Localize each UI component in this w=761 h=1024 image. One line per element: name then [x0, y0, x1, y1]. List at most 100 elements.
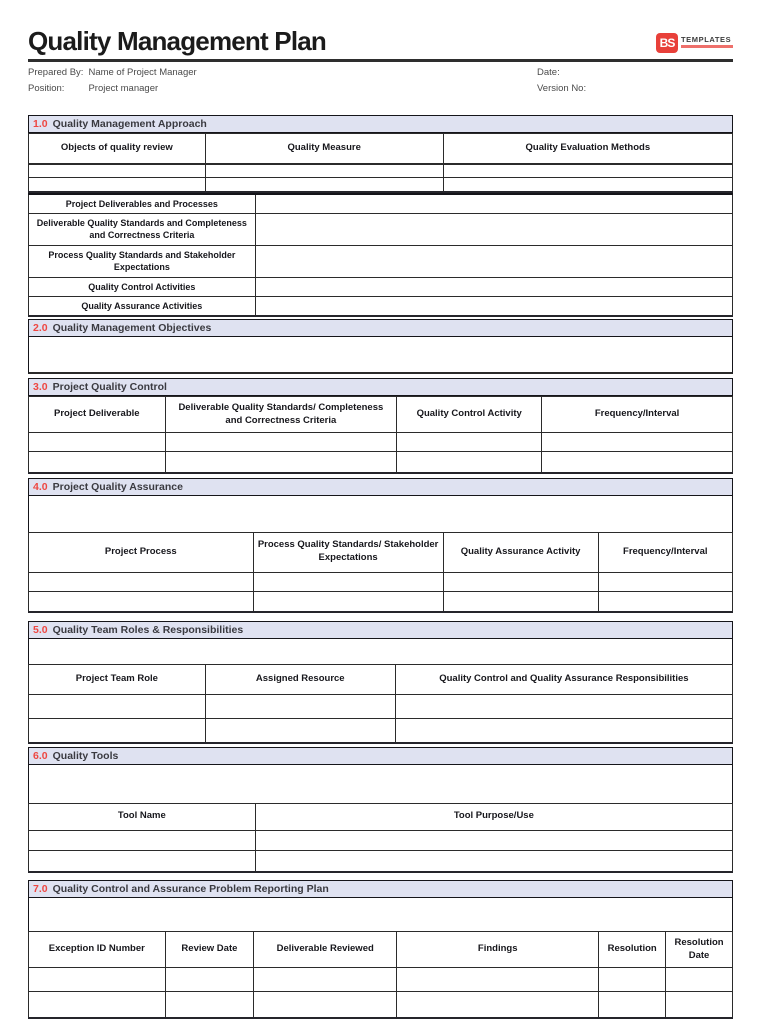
empty-cell[interactable]: [204, 694, 396, 720]
row-label: Quality Assurance Activities: [28, 296, 256, 317]
column-header: Deliverable Quality Standards/ Completen…: [164, 396, 398, 434]
row-label: Quality Control Activities: [28, 276, 256, 298]
date-label: Date:: [537, 67, 560, 79]
empty-cell[interactable]: [442, 163, 734, 179]
section-title: Quality Team Roles & Responsibilities: [52, 624, 244, 637]
objectives-notes-area[interactable]: [28, 337, 733, 375]
empty-cell[interactable]: [394, 694, 734, 720]
empty-cell[interactable]: [253, 967, 398, 993]
empty-cell[interactable]: [597, 571, 734, 592]
empty-cell[interactable]: [541, 432, 733, 453]
empty-cell[interactable]: [204, 718, 396, 744]
empty-cell[interactable]: [254, 244, 734, 278]
empty-cell[interactable]: [396, 432, 543, 453]
table-row: [28, 967, 733, 993]
section-header-quality-team-roles: 5.0 Quality Team Roles & Responsibilitie…: [28, 621, 733, 640]
empty-cell[interactable]: [28, 590, 254, 613]
empty-cell[interactable]: [253, 991, 398, 1019]
empty-cell[interactable]: [28, 991, 166, 1019]
empty-cell[interactable]: [394, 718, 734, 744]
team-roles-notes-area[interactable]: [28, 639, 733, 665]
column-header: Quality Measure: [204, 133, 444, 165]
column-header: Process Quality Standards/ Stakeholder E…: [252, 531, 444, 573]
empty-cell[interactable]: [164, 967, 255, 993]
empty-cell[interactable]: [254, 849, 734, 873]
logo-tagline-strip: [681, 45, 733, 49]
prepared-by-value: Name of Project Manager: [88, 67, 197, 79]
empty-cell[interactable]: [598, 991, 667, 1019]
empty-cell[interactable]: [28, 451, 166, 474]
section-number: 7.0: [33, 883, 48, 896]
empty-cell[interactable]: [396, 991, 600, 1019]
page-title: Quality Management Plan: [28, 26, 327, 56]
quality-approach-detail-table: Project Deliverables and Processes Deliv…: [28, 192, 734, 318]
section-number: 4.0: [33, 480, 48, 493]
empty-cell[interactable]: [442, 571, 599, 592]
empty-cell[interactable]: [28, 849, 256, 873]
meta-left-column: Prepared By: Name of Project Manager Posi…: [28, 67, 537, 99]
position-row: Position: Project manager: [28, 83, 537, 94]
table-header-row: Tool Name Tool Purpose/Use: [28, 802, 734, 831]
empty-cell[interactable]: [252, 571, 444, 592]
empty-cell[interactable]: [665, 991, 733, 1019]
empty-cell[interactable]: [597, 590, 734, 613]
empty-cell[interactable]: [396, 451, 543, 474]
table-row: [28, 718, 734, 744]
quality-assurance-table: Project Process Process Quality Standard…: [28, 531, 734, 614]
empty-cell[interactable]: [254, 296, 734, 317]
team-roles-table: Project Team Role Assigned Resource Qual…: [28, 664, 734, 744]
section-title: Quality Management Approach: [52, 118, 207, 131]
empty-cell[interactable]: [164, 991, 255, 1019]
quality-tools-notes-area[interactable]: [28, 764, 733, 803]
column-header: Findings: [396, 931, 600, 969]
empty-cell[interactable]: [254, 276, 734, 298]
table-row: [28, 432, 733, 453]
empty-cell[interactable]: [598, 967, 667, 993]
document-meta: Prepared By: Name of Project Manager Posi…: [28, 67, 733, 99]
empty-cell[interactable]: [28, 177, 206, 193]
empty-cell[interactable]: [442, 177, 734, 193]
empty-cell[interactable]: [28, 718, 206, 744]
empty-cell[interactable]: [28, 571, 254, 592]
empty-cell[interactable]: [665, 967, 733, 993]
empty-cell[interactable]: [396, 967, 600, 993]
table-header-row: Project Team Role Assigned Resource Qual…: [28, 664, 734, 696]
assurance-notes-area[interactable]: [28, 495, 733, 532]
empty-cell[interactable]: [254, 193, 734, 214]
section-header-project-quality-control: 3.0 Project Quality Control: [28, 378, 733, 397]
table-header-row: Exception ID Number Review Date Delivera…: [28, 931, 733, 969]
column-header: Deliverable Reviewed: [253, 931, 398, 969]
table-row: [28, 590, 734, 613]
empty-cell[interactable]: [28, 694, 206, 720]
table-row: Project Deliverables and Processes: [28, 193, 734, 214]
empty-cell[interactable]: [204, 163, 444, 179]
empty-cell[interactable]: [164, 432, 398, 453]
logo-brand-text: TEMPLATES: [681, 35, 732, 45]
empty-cell[interactable]: [442, 590, 599, 613]
empty-cell[interactable]: [28, 967, 166, 993]
empty-cell[interactable]: [541, 451, 733, 474]
empty-cell[interactable]: [204, 177, 444, 193]
section-header-quality-management-approach: 1.0 Quality Management Approach: [28, 115, 733, 134]
table-row: [28, 177, 734, 193]
document-header: Quality Management Plan BS TEMPLATES: [28, 26, 733, 63]
section-title: Quality Tools: [52, 749, 119, 762]
empty-cell[interactable]: [28, 163, 206, 179]
column-header: Quality Control Activity: [396, 396, 543, 434]
empty-cell[interactable]: [28, 432, 166, 453]
empty-cell[interactable]: [254, 829, 734, 851]
empty-cell[interactable]: [254, 212, 734, 246]
empty-cell[interactable]: [28, 829, 256, 851]
empty-cell[interactable]: [252, 590, 444, 613]
bs-templates-logo: BS TEMPLATES: [656, 33, 733, 55]
empty-cell[interactable]: [164, 451, 398, 474]
table-row: [28, 163, 734, 179]
section-header-quality-management-objectives: 2.0 Quality Management Objectives: [28, 319, 733, 338]
column-header: Objects of quality review: [28, 133, 206, 165]
problem-reporting-notes-area[interactable]: [28, 898, 733, 932]
column-header: Project Deliverable: [28, 396, 166, 434]
table-row: Quality Assurance Activities: [28, 296, 734, 317]
table-header-row: Project Deliverable Deliverable Quality …: [28, 396, 733, 434]
table-row: [28, 694, 734, 720]
quality-control-table: Project Deliverable Deliverable Quality …: [28, 396, 733, 474]
